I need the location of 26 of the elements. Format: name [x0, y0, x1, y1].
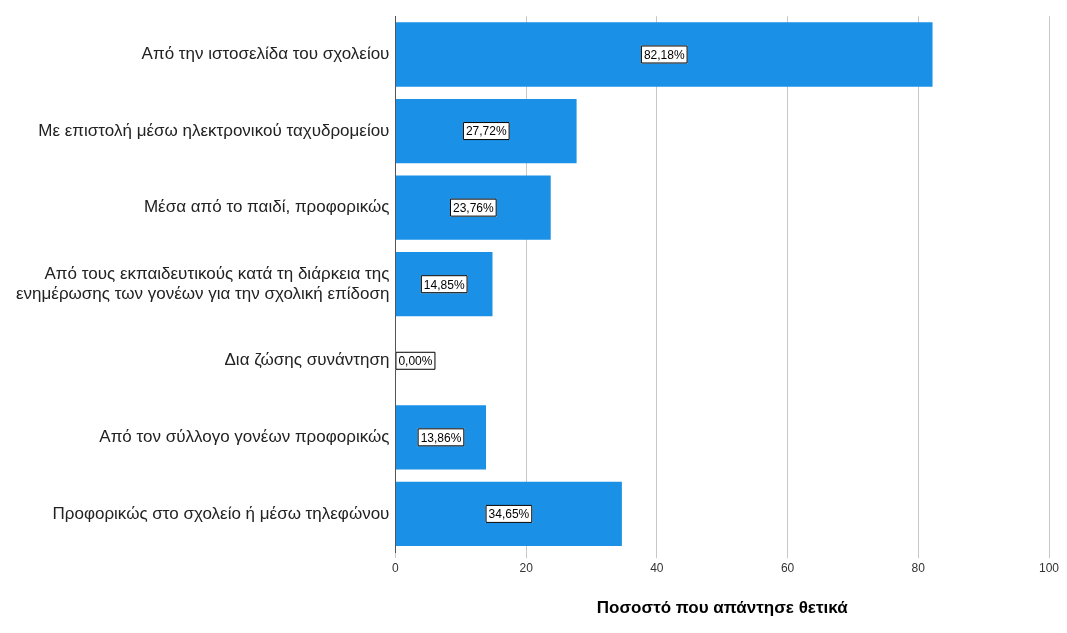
data-label: 23,76%	[452, 200, 494, 215]
y-tick-label: Μέσα από το παιδί, προφορικώς	[143, 197, 390, 217]
y-tick-label: Από τον σύλλογο γονέων προφορικώς	[99, 427, 390, 447]
y-tick-label: Από τους εκπαιδευτικούς κατά τη διάρκεια της ενημέρωσης των γονέων για την σχολική επίδοση	[15, 263, 390, 304]
x-tick-label: 20	[519, 560, 534, 575]
x-tick-label: 0	[392, 560, 400, 575]
data-label: 0,00%	[398, 354, 433, 369]
bar	[395, 175, 551, 240]
data-label: 34,65%	[488, 507, 530, 522]
y-tick-label: Δια ζώσης συνάντηση	[224, 350, 390, 370]
bar	[395, 98, 577, 164]
x-tick-label: 60	[780, 560, 795, 575]
data-label: 13,86%	[420, 430, 462, 445]
x-tick-label: 80	[911, 560, 926, 575]
bar	[395, 22, 933, 87]
y-tick-label: Με επιστολή μέσω ηλεκτρονικού ταχυδρομείου	[38, 120, 390, 140]
data-label: 82,18%	[643, 47, 685, 62]
y-tick-label: Από την ιστοσελίδα του σχολείου	[141, 44, 390, 64]
data-label: 27,72%	[465, 124, 507, 139]
x-axis-title: Ποσοστό που απάντησε θετικά	[596, 598, 849, 618]
data-label: 14,85%	[423, 277, 465, 292]
bar	[395, 405, 487, 470]
bar	[395, 481, 622, 547]
x-tick-label: 40	[650, 560, 664, 575]
y-tick-label: Προφορικώς στο σχολείο ή μέσω τηλεφώνου	[52, 503, 390, 523]
x-tick-label: 100	[1038, 560, 1060, 575]
